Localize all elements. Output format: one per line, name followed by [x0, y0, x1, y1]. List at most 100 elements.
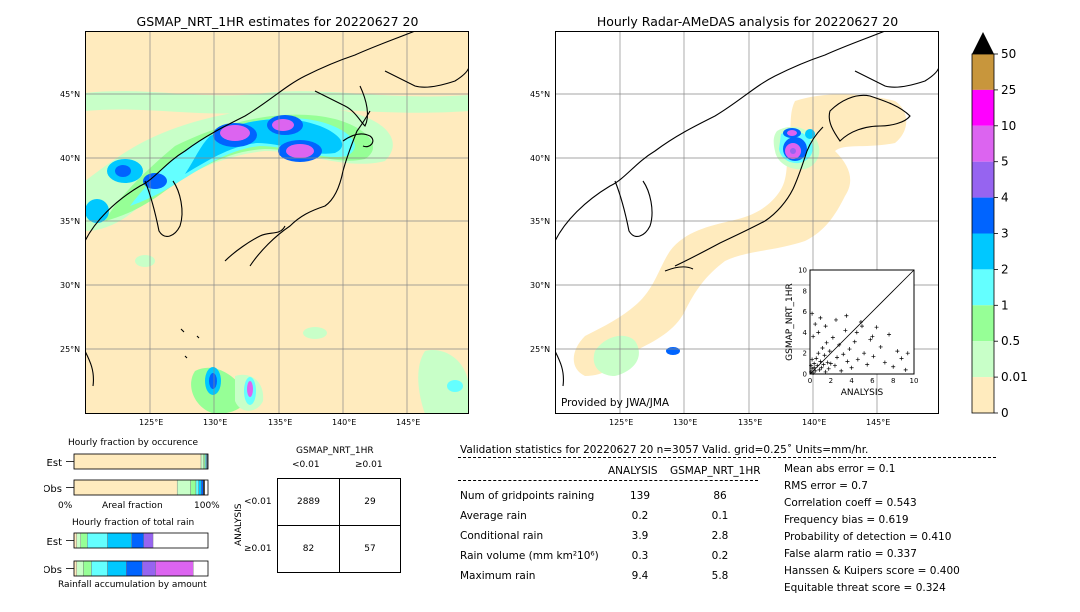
scatter-x-tick: 2 [829, 377, 833, 385]
right-lon-tick: 130°E [673, 418, 698, 427]
total-rain-bar-frame [73, 532, 209, 549]
scatter-y-tick: 10 [798, 267, 807, 275]
stat-analysis: 139 [629, 490, 651, 502]
occurrence-segment [203, 479, 205, 496]
colorbar-label: 50 [1001, 47, 1016, 61]
scatter-y-tick: 2 [803, 350, 807, 358]
scatter-y-label: GSMAP_NRT_1HR [785, 283, 795, 361]
scatter-point [855, 357, 860, 362]
total-rain-segment [83, 560, 92, 577]
left-lon-tick: 135°E [268, 418, 293, 427]
scatter-point [828, 361, 833, 366]
scatter-x-tick: 4 [849, 377, 854, 385]
scatter-point [817, 367, 822, 372]
stat-label: Conditional rain [460, 530, 544, 542]
occurrence-title: Hourly fraction by occurence [68, 438, 199, 448]
occurrence-segment [73, 453, 202, 470]
colorbar-segment [972, 233, 994, 270]
right-lon-tick: 125°E [609, 418, 634, 427]
scatter-point [832, 363, 837, 368]
stat-label: Maximum rain [460, 570, 536, 582]
occurrence-x-min: 0% [58, 501, 73, 511]
scatter-point [816, 330, 821, 335]
stat-gsmap: 5.8 [711, 570, 729, 582]
scatter-point [882, 360, 887, 365]
right-lat-tick: 35°N [530, 217, 551, 226]
scatter-point [821, 362, 826, 367]
scatter-point [813, 322, 818, 327]
occurrence-bars: Est Obs [44, 453, 209, 496]
left-lat-tick: 45°N [60, 90, 81, 99]
total-rain-segment [143, 532, 154, 549]
stat-analysis: 9.4 [631, 570, 649, 582]
scatter-point [809, 369, 814, 374]
total-rain-segment [142, 560, 156, 577]
colorbar: 50 25 10 5 4 3 2 1 0.5 0.01 0 [971, 32, 1028, 420]
scatter-y-tick: 6 [803, 308, 808, 316]
scatter-point [823, 324, 828, 329]
contingency-grid: 2889 29 82 57 [277, 478, 401, 573]
scatter-point [862, 351, 867, 356]
colorbar-segment [972, 89, 994, 126]
occurrence-segment [198, 479, 202, 496]
scatter-point [860, 324, 864, 329]
scatter-point [843, 328, 848, 333]
stat-label: Rain volume (mm km²10⁶) [460, 550, 599, 562]
scatter-point [878, 344, 883, 349]
scatter-point [820, 346, 825, 350]
left-lat-tick: 40°N [60, 154, 81, 163]
scatter-point [811, 334, 816, 339]
scatter-x-label: ANALYSIS [841, 388, 884, 398]
colorbar-segment [972, 197, 994, 234]
contingency-col-label: <0.01 [292, 460, 320, 470]
right-lat-tick: 45°N [530, 90, 551, 99]
scatter-point [827, 349, 832, 354]
scatter-y-tick: 4 [803, 329, 808, 337]
scatter-point [871, 354, 876, 359]
score-line: Equitable threat score = 0.324 [784, 582, 946, 594]
colorbar-label: 3 [1001, 227, 1009, 241]
contingency-row-axis: ANALYSIS [234, 503, 244, 546]
total-rain-segment [76, 560, 84, 577]
scatter-point [823, 369, 828, 374]
scatter-point [826, 366, 831, 371]
scatter-point [822, 353, 827, 358]
scatter-y-tick: 8 [803, 287, 807, 295]
colorbar-label: 0 [1001, 406, 1009, 420]
colorbar-label: 1 [1001, 298, 1009, 312]
scatter-point [887, 332, 892, 337]
total-rain-segment [131, 532, 144, 549]
contingency-cell: 57 [364, 544, 376, 554]
total-rain-segment [107, 532, 132, 549]
scatter-point [847, 347, 852, 352]
scatter-point [854, 330, 859, 335]
score-line: Frequency bias = 0.619 [784, 514, 909, 526]
left-lat-tick: 30°N [60, 281, 81, 290]
scatter-point [849, 365, 854, 370]
score-line: Probability of detection = 0.410 [784, 531, 952, 543]
colorbar-label: 25 [1001, 83, 1016, 97]
scatter-point [813, 368, 818, 373]
scatter-point [899, 356, 904, 361]
left-lon-tick: 140°E [332, 418, 357, 427]
scatter-point [812, 361, 817, 366]
stat-gsmap: 2.8 [711, 530, 729, 542]
scatter-point [818, 315, 823, 320]
colorbar-segment [972, 377, 994, 413]
left-lon-tick: 130°E [203, 418, 228, 427]
total-rain-x-label: Rainfall accumulation by amount [58, 580, 207, 590]
stat-label: Num of gridpoints raining [460, 490, 595, 502]
total-rain-category: Obs [44, 565, 62, 576]
scatter-point [809, 363, 814, 368]
validation-col-analysis: ANALYSIS [608, 465, 658, 477]
right-lon-tick: 135°E [738, 418, 763, 427]
scatter-point [841, 352, 846, 357]
score-line: Correlation coeff = 0.543 [784, 497, 917, 509]
scatter-point [839, 368, 844, 373]
colorbar-label: 4 [1001, 191, 1009, 205]
scatter-point [834, 317, 838, 322]
scatter-point [811, 370, 816, 375]
total-rain-category: Est [47, 537, 63, 548]
stat-analysis: 0.3 [631, 550, 649, 562]
data-credit: Provided by JWA/JMA [561, 397, 670, 409]
